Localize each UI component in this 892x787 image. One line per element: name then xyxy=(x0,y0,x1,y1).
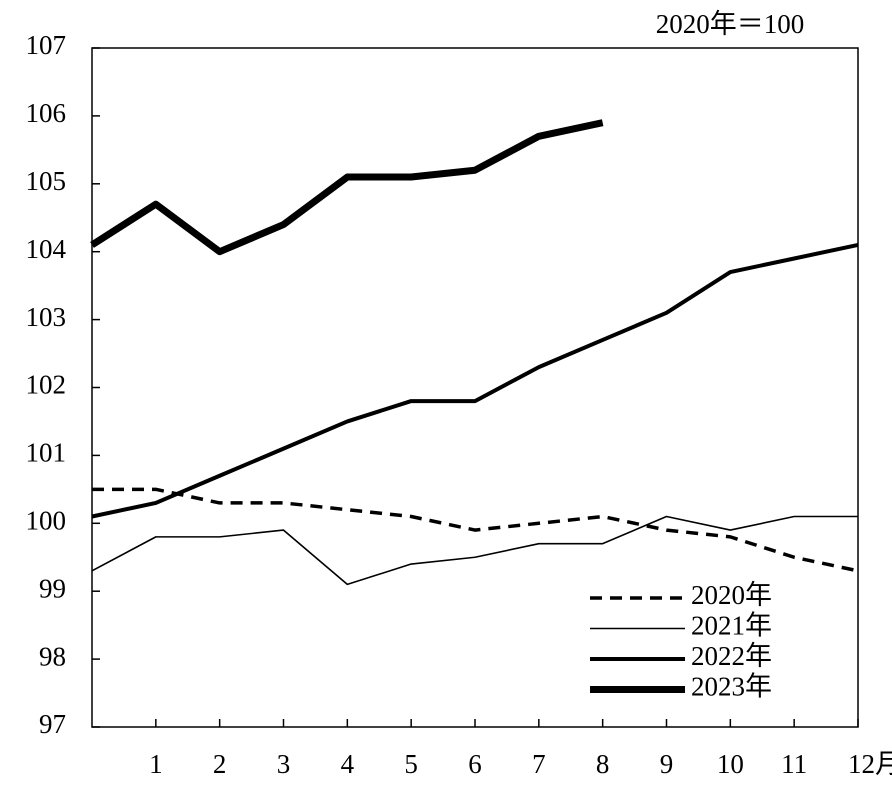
x-tick-label: 7 xyxy=(532,749,546,779)
series-line xyxy=(91,515,858,586)
legend-label: 2023年 xyxy=(691,672,772,702)
series-line xyxy=(92,487,859,573)
y-tick-label: 104 xyxy=(26,234,67,264)
y-tick-label: 105 xyxy=(26,166,67,196)
x-tick-label: 10 xyxy=(717,749,744,779)
x-tick-label: 3 xyxy=(277,749,291,779)
x-tick-label: 2 xyxy=(213,749,227,779)
y-tick-label: 97 xyxy=(39,709,66,739)
x-tick-label: 4 xyxy=(341,749,355,779)
y-tick-label: 106 xyxy=(26,98,67,128)
y-tick-label: 98 xyxy=(39,641,66,671)
legend-label: 2020年 xyxy=(691,580,772,610)
series-line xyxy=(91,242,859,519)
y-tick-label: 103 xyxy=(26,302,67,332)
y-tick-label: 107 xyxy=(26,30,67,60)
x-tick-label: 1 xyxy=(149,749,163,779)
legend-label: 2022年 xyxy=(691,641,772,671)
series-line xyxy=(90,119,604,256)
x-tick-label: 11 xyxy=(781,749,807,779)
y-tick-label: 99 xyxy=(39,573,66,603)
annotation: 2020年＝100 xyxy=(656,9,805,39)
y-tick-label: 101 xyxy=(26,438,67,468)
x-tick-label: 5 xyxy=(404,749,418,779)
legend-label: 2021年 xyxy=(691,611,772,641)
x-tick-label: 12月 xyxy=(848,749,892,779)
y-tick-label: 100 xyxy=(26,506,67,536)
x-tick-label: 8 xyxy=(596,749,610,779)
x-tick-label: 6 xyxy=(468,749,482,779)
y-tick-label: 102 xyxy=(26,370,67,400)
x-tick-label: 9 xyxy=(660,749,674,779)
